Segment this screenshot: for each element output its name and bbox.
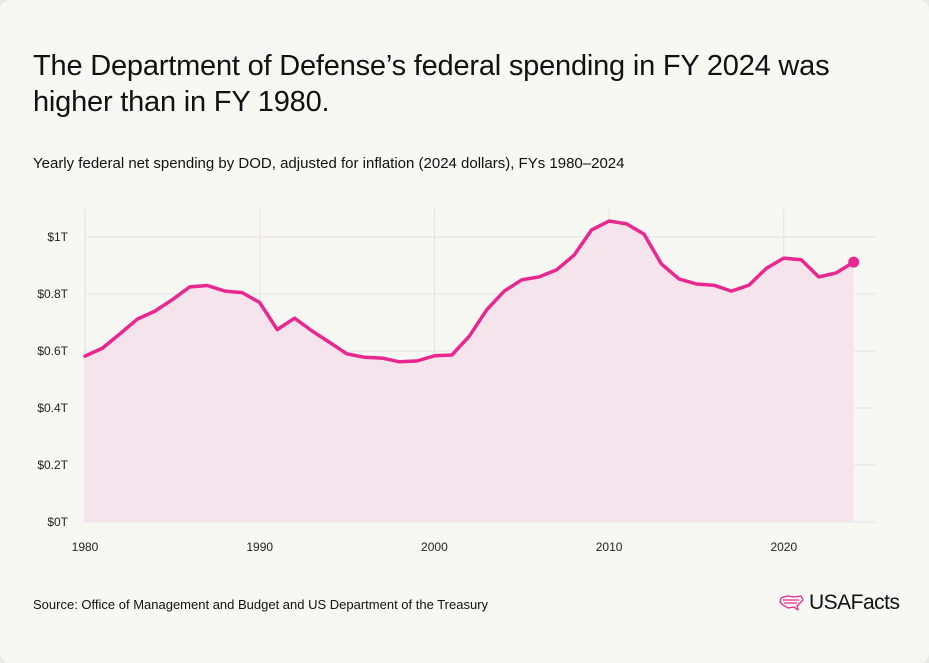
source-note: Source: Office of Management and Budget … xyxy=(33,597,489,612)
y-tick-label: $0.8T xyxy=(37,287,68,301)
last-point-marker xyxy=(848,256,860,268)
x-tick-label: 2010 xyxy=(596,540,623,554)
x-tick-label: 1990 xyxy=(246,540,273,554)
y-tick-label: $0.2T xyxy=(37,458,68,472)
x-tick-label: 1980 xyxy=(72,540,99,554)
series-line xyxy=(83,219,856,364)
y-tick-label: $0T xyxy=(47,515,68,529)
area-fill xyxy=(85,221,854,522)
chart-subtitle: Yearly federal net spending by DOD, adju… xyxy=(33,155,625,172)
us-map-icon xyxy=(779,595,804,611)
x-tick-label: 2020 xyxy=(770,540,797,554)
y-tick-label: $0.4T xyxy=(37,401,68,415)
usafacts-logo: USAFacts xyxy=(779,591,900,615)
y-tick-label: $0.6T xyxy=(37,344,68,358)
x-tick-label: 2000 xyxy=(421,540,448,554)
logo-text: USAFacts xyxy=(809,591,900,614)
y-tick-label: $1T xyxy=(47,230,68,244)
chart-title: The Department of Defense’s federal spen… xyxy=(33,50,830,118)
